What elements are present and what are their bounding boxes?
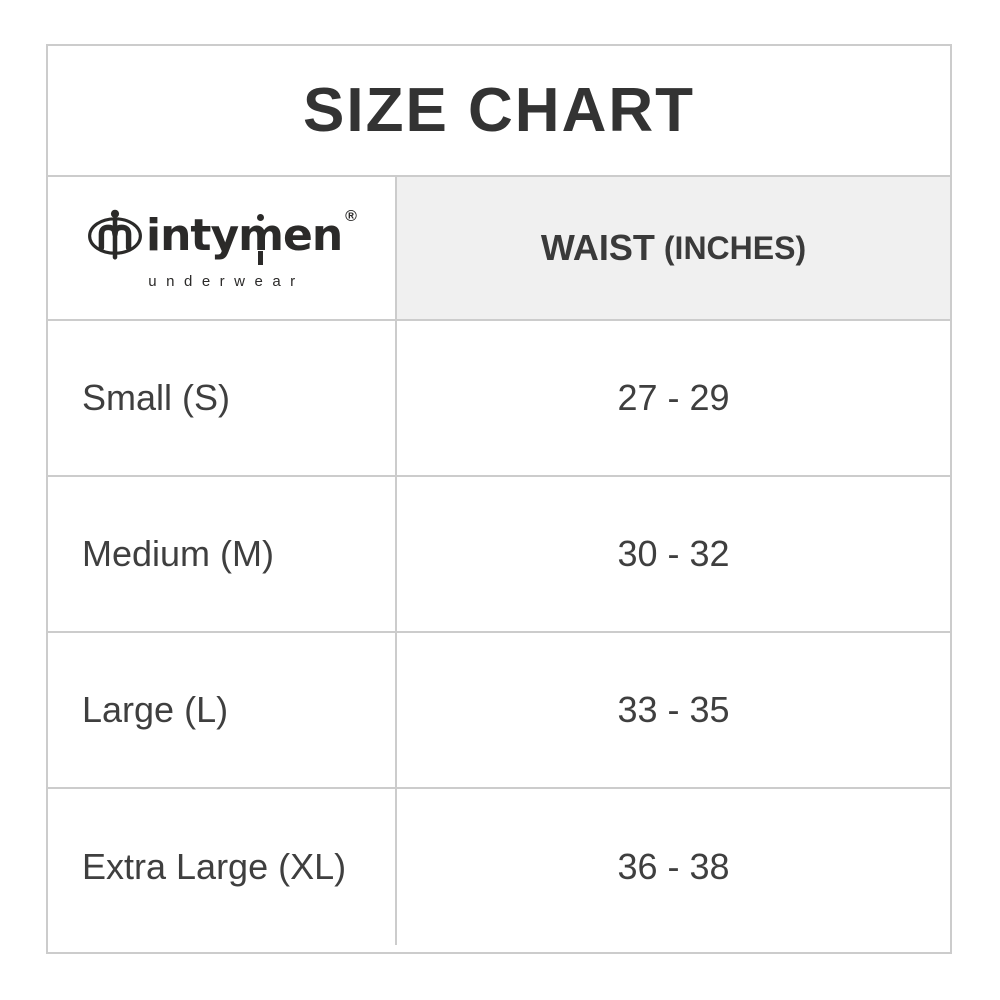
brand-header-cell: intymen ® underwear — [48, 177, 397, 319]
logo-mark-icon — [88, 209, 142, 260]
table-row-extra-large: Extra Large (XL) 36 - 38 — [48, 789, 950, 945]
size-chart-table: SIZE CHART intymen ® underwear — [46, 44, 952, 954]
waist-header-unit: (INCHES) — [663, 229, 807, 266]
title-row: SIZE CHART — [48, 46, 950, 177]
size-label: Large (L) — [48, 633, 397, 787]
waist-value: 27 - 29 — [617, 377, 730, 418]
size-label: Small (S) — [48, 321, 397, 475]
registered-trademark-icon: ® — [345, 208, 357, 225]
table-row-medium: Medium (M) 30 - 32 — [48, 477, 950, 633]
waist-header-cell: WAIST (INCHES) — [397, 177, 950, 319]
size-label: Extra Large (XL) — [48, 789, 397, 945]
intymen-logo: intymen ® underwear — [86, 206, 357, 290]
brand-name-part1: inty — [146, 209, 239, 261]
waist-value: 30 - 32 — [617, 533, 730, 574]
brand-name-m: m — [238, 209, 284, 266]
table-row-small: Small (S) 27 - 29 — [48, 321, 950, 477]
brand-tagline: underwear — [148, 273, 305, 290]
table-header-row: intymen ® underwear WAIST (INCHES) — [48, 177, 950, 321]
brand-name: intymen — [146, 209, 343, 266]
waist-value: 33 - 35 — [617, 689, 730, 730]
page-title: SIZE CHART — [303, 76, 695, 145]
waist-value: 36 - 38 — [617, 846, 730, 887]
size-label: Medium (M) — [48, 477, 397, 631]
waist-header-label: WAIST — [540, 227, 655, 268]
logo-line: intymen ® — [86, 206, 357, 266]
table-row-large: Large (L) 33 - 35 — [48, 633, 950, 789]
brand-name-part2: en — [283, 209, 343, 261]
